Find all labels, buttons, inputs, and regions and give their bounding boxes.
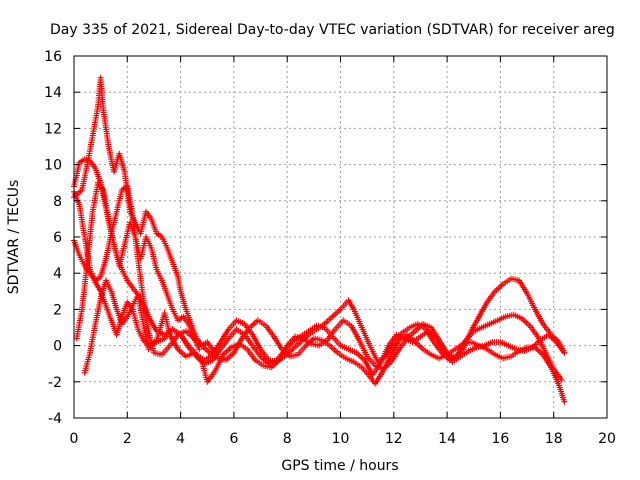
y-tick-label: 10	[44, 158, 62, 174]
x-tick-label: 6	[229, 431, 238, 447]
y-tick-label: 14	[44, 85, 62, 101]
y-tick-label: -4	[48, 411, 62, 427]
y-tick-label: 16	[44, 49, 62, 65]
y-tick-label: 4	[53, 266, 62, 282]
y-tick-label: 8	[53, 194, 62, 210]
x-tick-label: 20	[598, 431, 616, 447]
series-trace-6	[73, 179, 203, 353]
y-tick-label: 2	[53, 302, 62, 318]
series-markers	[71, 188, 568, 378]
x-tick-label: 0	[70, 431, 79, 447]
x-tick-labels: 0 2 4 6 8 10 12 14 16 18 20	[70, 431, 616, 447]
x-tick-label: 14	[438, 431, 456, 447]
x-tick-label: 18	[545, 431, 563, 447]
grid	[74, 56, 607, 418]
chart-title: Day 335 of 2021, Sidereal Day-to-day VTE…	[50, 22, 615, 38]
y-tick-label: 12	[44, 121, 62, 137]
y-axis-label: SDTVAR / TECUs	[6, 180, 22, 295]
y-tick-labels: -4 -2 0 2 4 6 8 10 12 14 16	[44, 49, 62, 427]
x-tick-label: 12	[385, 431, 403, 447]
series-markers	[73, 179, 203, 353]
x-tick-label: 10	[332, 431, 350, 447]
series-trace-4	[71, 188, 568, 378]
ticks	[73, 55, 608, 419]
y-tick-label: 0	[53, 339, 62, 355]
x-tick-label: 2	[123, 431, 132, 447]
data-marks	[71, 74, 568, 405]
x-tick-label: 8	[283, 431, 292, 447]
x-tick-label: 16	[491, 431, 509, 447]
y-tick-label: -2	[48, 375, 62, 391]
x-axis-label: GPS time / hours	[281, 458, 398, 474]
y-tick-label: 6	[53, 230, 62, 246]
x-tick-label: 4	[176, 431, 185, 447]
